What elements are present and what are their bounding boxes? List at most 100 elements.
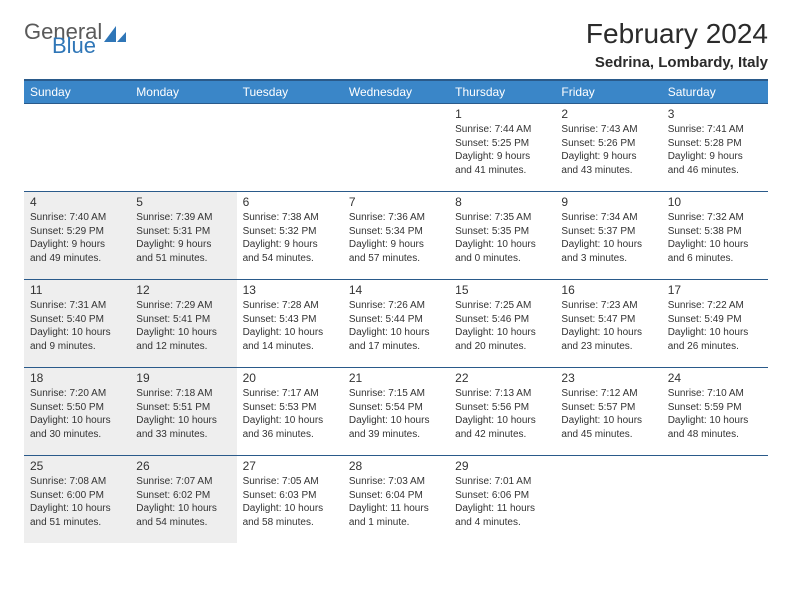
day-info: Sunrise: 7:29 AMSunset: 5:41 PMDaylight:…	[136, 299, 230, 353]
day-number: 18	[30, 371, 124, 385]
calendar-cell: 27 Sunrise: 7:05 AMSunset: 6:03 PMDayligh…	[237, 455, 343, 543]
day-info: Sunrise: 7:01 AMSunset: 6:06 PMDaylight:…	[455, 475, 549, 529]
day-number: 10	[668, 195, 762, 209]
day-info: Sunrise: 7:38 AMSunset: 5:32 PMDaylight:…	[243, 211, 337, 265]
day-number: 4	[30, 195, 124, 209]
day-header: Friday	[555, 81, 661, 103]
day-number: 9	[561, 195, 655, 209]
calendar-cell: 19 Sunrise: 7:18 AMSunset: 5:51 PMDayligh…	[130, 367, 236, 455]
calendar-cell: 7 Sunrise: 7:36 AMSunset: 5:34 PMDaylight…	[343, 191, 449, 279]
day-number: 8	[455, 195, 549, 209]
logo-text-blue: Blue	[52, 36, 126, 56]
calendar-cell: 18 Sunrise: 7:20 AMSunset: 5:50 PMDayligh…	[24, 367, 130, 455]
day-number: 13	[243, 283, 337, 297]
calendar-cell: 14 Sunrise: 7:26 AMSunset: 5:44 PMDayligh…	[343, 279, 449, 367]
day-info: Sunrise: 7:18 AMSunset: 5:51 PMDaylight:…	[136, 387, 230, 441]
calendar-cell: 6 Sunrise: 7:38 AMSunset: 5:32 PMDaylight…	[237, 191, 343, 279]
calendar-cell: 4 Sunrise: 7:40 AMSunset: 5:29 PMDaylight…	[24, 191, 130, 279]
day-info: Sunrise: 7:20 AMSunset: 5:50 PMDaylight:…	[30, 387, 124, 441]
logo: General Blue	[24, 22, 126, 56]
calendar-cell: 26 Sunrise: 7:07 AMSunset: 6:02 PMDayligh…	[130, 455, 236, 543]
calendar-cell: 23 Sunrise: 7:12 AMSunset: 5:57 PMDayligh…	[555, 367, 661, 455]
calendar-cell: 21Sunrise: 7:15 AMSunset: 5:54 PMDayligh…	[343, 367, 449, 455]
day-info: Sunrise: 7:32 AMSunset: 5:38 PMDaylight:…	[668, 211, 762, 265]
calendar-cell: 10 Sunrise: 7:32 AMSunset: 5:38 PMDayligh…	[662, 191, 768, 279]
day-header: Tuesday	[237, 81, 343, 103]
day-header: Monday	[130, 81, 236, 103]
day-number: 15	[455, 283, 549, 297]
day-info: Sunrise: 7:13 AMSunset: 5:56 PMDaylight:…	[455, 387, 549, 441]
day-number: 25	[30, 459, 124, 473]
day-info: Sunrise: 7:10 AMSunset: 5:59 PMDaylight:…	[668, 387, 762, 441]
calendar-cell: 28 Sunrise: 7:03 AMSunset: 6:04 PMDayligh…	[343, 455, 449, 543]
day-number: 28	[349, 459, 443, 473]
calendar-page: General Blue February 2024 Sedrina, Lomb…	[0, 0, 792, 561]
day-info: Sunrise: 7:40 AMSunset: 5:29 PMDaylight:…	[30, 211, 124, 265]
day-info: Sunrise: 7:07 AMSunset: 6:02 PMDaylight:…	[136, 475, 230, 529]
day-info: Sunrise: 7:34 AMSunset: 5:37 PMDaylight:…	[561, 211, 655, 265]
day-number: 22	[455, 371, 549, 385]
calendar-cell: 29 Sunrise: 7:01 AMSunset: 6:06 PMDayligh…	[449, 455, 555, 543]
day-info: Sunrise: 7:43 AMSunset: 5:26 PMDaylight:…	[561, 123, 655, 177]
day-number: 26	[136, 459, 230, 473]
calendar-cell: 11Sunrise: 7:31 AMSunset: 5:40 PMDayligh…	[24, 279, 130, 367]
calendar-cell: 15 Sunrise: 7:25 AMSunset: 5:46 PMDayligh…	[449, 279, 555, 367]
day-number: 20	[243, 371, 337, 385]
day-info: Sunrise: 7:03 AMSunset: 6:04 PMDaylight:…	[349, 475, 443, 529]
day-info: Sunrise: 7:08 AMSunset: 6:00 PMDaylight:…	[30, 475, 124, 529]
calendar-cell: 16 Sunrise: 7:23 AMSunset: 5:47 PMDayligh…	[555, 279, 661, 367]
day-header: Sunday	[24, 81, 130, 103]
day-number: 2	[561, 107, 655, 121]
page-title: February 2024	[586, 18, 768, 50]
calendar-cell: 22 Sunrise: 7:13 AMSunset: 5:56 PMDayligh…	[449, 367, 555, 455]
day-number: 17	[668, 283, 762, 297]
day-number: 16	[561, 283, 655, 297]
day-header: Thursday	[449, 81, 555, 103]
calendar-body: 1 Sunrise: 7:44 AMSunset: 5:25 PMDaylight…	[24, 103, 768, 543]
day-number: 21	[349, 371, 443, 385]
day-number: 5	[136, 195, 230, 209]
day-info: Sunrise: 7:22 AMSunset: 5:49 PMDaylight:…	[668, 299, 762, 353]
calendar-cell: 17 Sunrise: 7:22 AMSunset: 5:49 PMDayligh…	[662, 279, 768, 367]
calendar-cell-empty	[343, 103, 449, 191]
day-info: Sunrise: 7:28 AMSunset: 5:43 PMDaylight:…	[243, 299, 337, 353]
day-info: Sunrise: 7:23 AMSunset: 5:47 PMDaylight:…	[561, 299, 655, 353]
day-number: 24	[668, 371, 762, 385]
day-number: 1	[455, 107, 549, 121]
day-number: 14	[349, 283, 443, 297]
day-header: Wednesday	[343, 81, 449, 103]
calendar-cell: 5 Sunrise: 7:39 AMSunset: 5:31 PMDaylight…	[130, 191, 236, 279]
calendar-cell: 8 Sunrise: 7:35 AMSunset: 5:35 PMDaylight…	[449, 191, 555, 279]
calendar-cell: 2 Sunrise: 7:43 AMSunset: 5:26 PMDaylight…	[555, 103, 661, 191]
day-info: Sunrise: 7:39 AMSunset: 5:31 PMDaylight:…	[136, 211, 230, 265]
calendar-cell: 20 Sunrise: 7:17 AMSunset: 5:53 PMDayligh…	[237, 367, 343, 455]
calendar-cell: 1 Sunrise: 7:44 AMSunset: 5:25 PMDaylight…	[449, 103, 555, 191]
day-number: 11	[30, 283, 124, 297]
day-number: 29	[455, 459, 549, 473]
day-info: Sunrise: 7:17 AMSunset: 5:53 PMDaylight:…	[243, 387, 337, 441]
day-info: Sunrise: 7:44 AMSunset: 5:25 PMDaylight:…	[455, 123, 549, 177]
day-info: Sunrise: 7:41 AMSunset: 5:28 PMDaylight:…	[668, 123, 762, 177]
day-number: 27	[243, 459, 337, 473]
day-info: Sunrise: 7:12 AMSunset: 5:57 PMDaylight:…	[561, 387, 655, 441]
calendar-cell: 13 Sunrise: 7:28 AMSunset: 5:43 PMDayligh…	[237, 279, 343, 367]
calendar-cell-empty	[662, 455, 768, 543]
day-number: 3	[668, 107, 762, 121]
day-number: 7	[349, 195, 443, 209]
calendar-cell: 24 Sunrise: 7:10 AMSunset: 5:59 PMDayligh…	[662, 367, 768, 455]
day-info: Sunrise: 7:05 AMSunset: 6:03 PMDaylight:…	[243, 475, 337, 529]
calendar-cell: 9 Sunrise: 7:34 AMSunset: 5:37 PMDaylight…	[555, 191, 661, 279]
calendar-cell-empty	[130, 103, 236, 191]
calendar-cell-empty	[237, 103, 343, 191]
day-info: Sunrise: 7:36 AMSunset: 5:34 PMDaylight:…	[349, 211, 443, 265]
day-number: 23	[561, 371, 655, 385]
calendar-cell: 3 Sunrise: 7:41 AMSunset: 5:28 PMDaylight…	[662, 103, 768, 191]
header-row: General Blue February 2024 Sedrina, Lomb…	[24, 18, 768, 71]
day-info: Sunrise: 7:25 AMSunset: 5:46 PMDaylight:…	[455, 299, 549, 353]
day-number: 6	[243, 195, 337, 209]
day-info: Sunrise: 7:26 AMSunset: 5:44 PMDaylight:…	[349, 299, 443, 353]
calendar-header-row: SundayMondayTuesdayWednesdayThursdayFrid…	[24, 79, 768, 103]
day-number: 19	[136, 371, 230, 385]
day-info: Sunrise: 7:35 AMSunset: 5:35 PMDaylight:…	[455, 211, 549, 265]
day-number: 12	[136, 283, 230, 297]
